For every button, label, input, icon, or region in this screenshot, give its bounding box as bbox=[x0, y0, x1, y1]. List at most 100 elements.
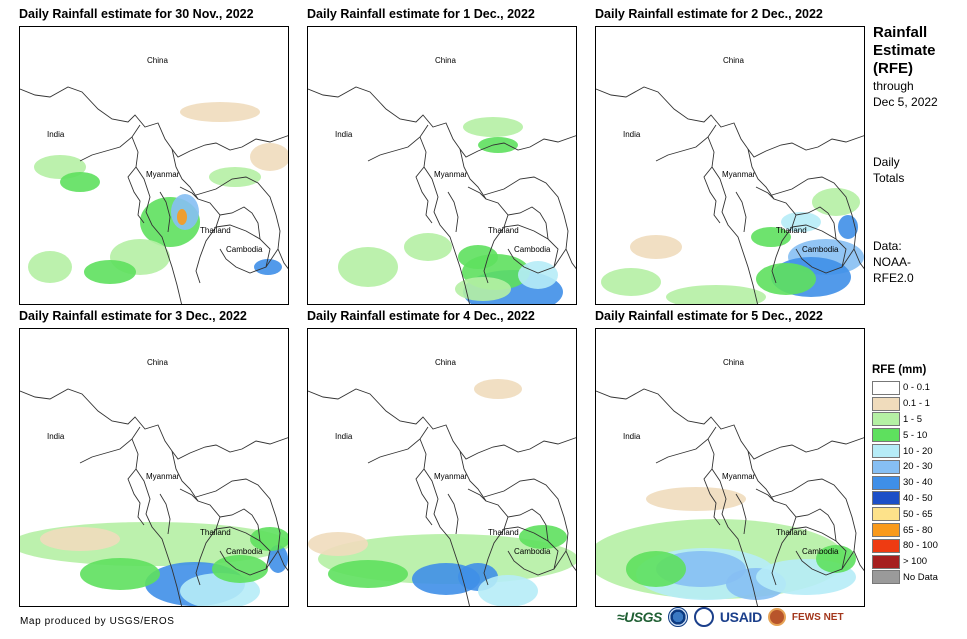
rainfall-area bbox=[250, 143, 288, 171]
legend-item: No Data bbox=[872, 570, 964, 586]
country-border bbox=[747, 148, 797, 284]
legend-swatch bbox=[872, 396, 900, 411]
rainfall-area bbox=[478, 137, 518, 153]
country-border bbox=[215, 224, 271, 274]
country-label-india: India bbox=[47, 432, 65, 441]
panel-title: Daily Rainfall estimate for 1 Dec., 2022 bbox=[307, 7, 535, 21]
rainfall-area bbox=[812, 188, 860, 216]
legend-label: 30 - 40 bbox=[903, 477, 933, 489]
fews-net-logo: FEWS NET bbox=[791, 611, 844, 623]
country-label-thailand: Thailand bbox=[488, 226, 519, 235]
map-credit: Map produced by USGS/EROS bbox=[20, 616, 175, 627]
sidebar-title-line2: Estimate bbox=[873, 42, 936, 59]
country-label-cambodia: Cambodia bbox=[226, 547, 263, 556]
country-border bbox=[755, 186, 775, 200]
rainfall-area bbox=[601, 268, 661, 296]
rainfall-area bbox=[338, 247, 398, 287]
country-border bbox=[219, 508, 261, 542]
rainfall-area bbox=[838, 215, 858, 239]
rainfall-area bbox=[478, 575, 538, 606]
country-label-china: China bbox=[147, 358, 168, 367]
country-border bbox=[735, 493, 747, 535]
legend-swatch bbox=[872, 444, 900, 459]
legend-item: 20 - 30 bbox=[872, 459, 964, 475]
country-label-myanmar: Myanmar bbox=[722, 472, 756, 481]
sidebar-through-date: Dec 5, 2022 bbox=[873, 95, 938, 109]
legend-swatch bbox=[872, 538, 900, 553]
country-border bbox=[195, 176, 281, 268]
country-label-cambodia: Cambodia bbox=[802, 245, 839, 254]
rainfall-area bbox=[212, 555, 268, 583]
country-label-cambodia: Cambodia bbox=[514, 245, 551, 254]
country-border bbox=[419, 136, 470, 304]
country-border bbox=[507, 206, 549, 240]
country-border bbox=[215, 526, 271, 576]
rainfall-area bbox=[180, 102, 260, 122]
country-border bbox=[195, 478, 281, 570]
legend-swatch bbox=[872, 380, 900, 395]
rainfall-area bbox=[40, 527, 120, 551]
country-label-india: India bbox=[335, 432, 353, 441]
country-border bbox=[415, 166, 433, 224]
country-border bbox=[179, 488, 199, 502]
legend-swatch bbox=[872, 570, 900, 585]
legend-label: 0 - 0.1 bbox=[903, 382, 930, 394]
country-label-myanmar: Myanmar bbox=[722, 170, 756, 179]
country-border bbox=[277, 550, 288, 572]
rainfall-area bbox=[84, 260, 136, 284]
rainfall-area bbox=[474, 379, 522, 399]
sidebar-data-line1: Data: bbox=[873, 239, 902, 253]
country-border bbox=[596, 86, 864, 158]
country-border bbox=[853, 248, 864, 270]
legend-label: 0.1 - 1 bbox=[903, 398, 930, 410]
country-border bbox=[219, 206, 261, 240]
rainfall-area bbox=[80, 558, 160, 590]
sidebar-daily-line2: Totals bbox=[873, 171, 905, 185]
country-border bbox=[127, 468, 145, 526]
legend-swatch bbox=[872, 507, 900, 522]
country-border bbox=[755, 488, 775, 502]
country-label-cambodia: Cambodia bbox=[226, 245, 263, 254]
country-border bbox=[795, 206, 837, 240]
country-border bbox=[131, 136, 182, 304]
rainfall-area bbox=[463, 117, 523, 137]
country-border bbox=[131, 438, 182, 606]
rainfall-map: China India Myanmar Thailand Cambodia bbox=[307, 26, 577, 305]
legend-item: 50 - 65 bbox=[872, 506, 964, 522]
legend-swatch bbox=[872, 428, 900, 443]
rainfall-map: China India Myanmar Thailand Cambodia bbox=[595, 328, 865, 607]
panel-title: Daily Rainfall estimate for 30 Nov., 202… bbox=[19, 7, 254, 21]
country-border bbox=[277, 248, 288, 270]
country-border bbox=[467, 186, 487, 200]
rainfall-map: China India Myanmar Thailand Cambodia bbox=[307, 328, 577, 607]
legend-swatch bbox=[872, 412, 900, 427]
country-label-thailand: Thailand bbox=[776, 528, 807, 537]
rainfall-area bbox=[630, 235, 682, 259]
country-label-china: China bbox=[147, 56, 168, 65]
country-label-china: China bbox=[435, 358, 456, 367]
rainfall-area bbox=[518, 261, 558, 289]
country-border bbox=[171, 450, 221, 586]
country-label-cambodia: Cambodia bbox=[802, 547, 839, 556]
rainfall-area bbox=[646, 487, 746, 511]
country-border bbox=[596, 388, 864, 460]
agency-logos: ≈USGS USAID FEWS NET bbox=[617, 606, 844, 628]
country-border bbox=[735, 191, 747, 233]
country-border bbox=[20, 86, 288, 158]
rainfall-area bbox=[254, 259, 282, 275]
legend-label: 10 - 20 bbox=[903, 445, 933, 457]
country-label-china: China bbox=[723, 56, 744, 65]
panel-title: Daily Rainfall estimate for 2 Dec., 2022 bbox=[595, 7, 823, 21]
country-border bbox=[179, 186, 199, 200]
country-border bbox=[507, 508, 549, 542]
legend-item: 0.1 - 1 bbox=[872, 396, 964, 412]
legend-label: 1 - 5 bbox=[903, 413, 923, 425]
legend-item: 0 - 0.1 bbox=[872, 380, 964, 396]
legend-item: > 100 bbox=[872, 554, 964, 570]
rainfall-area bbox=[458, 245, 498, 269]
country-label-india: India bbox=[623, 130, 641, 139]
legend-label: 50 - 65 bbox=[903, 508, 933, 520]
country-border bbox=[459, 450, 509, 586]
panel-title: Daily Rainfall estimate for 5 Dec., 2022 bbox=[595, 309, 823, 323]
rainfall-area bbox=[751, 227, 791, 247]
